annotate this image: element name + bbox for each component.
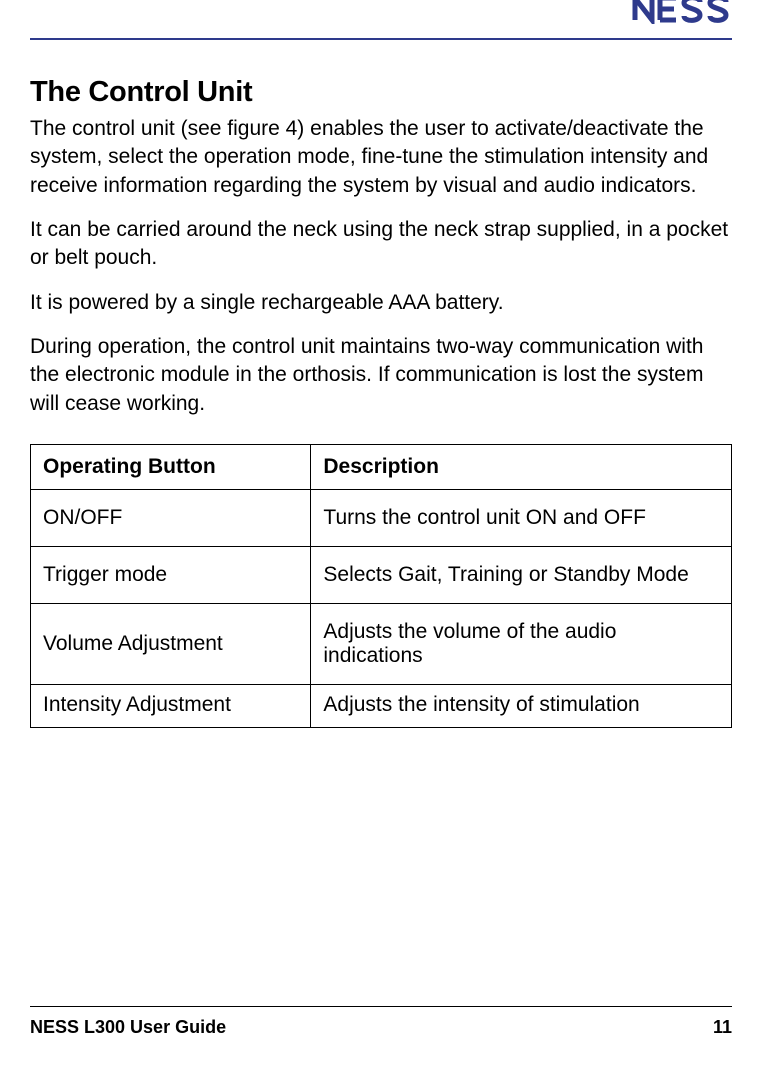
cell-button: Volume Adjustment (31, 604, 311, 685)
footer-guide-name: NESS L300 User Guide (30, 1017, 226, 1038)
operating-buttons-table: Operating Button Description ON/OFF Turn… (30, 444, 732, 728)
paragraph-1: The control unit (see figure 4) enables … (30, 115, 732, 200)
table-row: Trigger mode Selects Gait, Training or S… (31, 547, 732, 604)
page-header (30, 0, 732, 40)
page-title: The Control Unit (30, 76, 732, 109)
cell-button: ON/OFF (31, 490, 311, 547)
footer-page-number: 11 (713, 1017, 732, 1038)
cell-desc: Selects Gait, Training or Standby Mode (311, 547, 732, 604)
cell-desc: Adjusts the intensity of stimulation (311, 685, 732, 728)
ness-logo (632, 0, 732, 24)
table-row: Volume Adjustment Adjusts the volume of … (31, 604, 732, 685)
table-row: ON/OFF Turns the control unit ON and OFF (31, 490, 732, 547)
table-header-row: Operating Button Description (31, 445, 732, 490)
col-header-description: Description (311, 445, 732, 490)
paragraph-2: It can be carried around the neck using … (30, 216, 732, 273)
table-row: Intensity Adjustment Adjusts the intensi… (31, 685, 732, 728)
col-header-button: Operating Button (31, 445, 311, 490)
cell-desc: Turns the control unit ON and OFF (311, 490, 732, 547)
cell-button: Trigger mode (31, 547, 311, 604)
paragraph-3: It is powered by a single rechargeable A… (30, 289, 732, 317)
cell-desc: Adjusts the volume of the audio indicati… (311, 604, 732, 685)
cell-button: Intensity Adjustment (31, 685, 311, 728)
page-footer: NESS L300 User Guide 11 (30, 1006, 732, 1038)
paragraph-4: During operation, the control unit maint… (30, 333, 732, 418)
